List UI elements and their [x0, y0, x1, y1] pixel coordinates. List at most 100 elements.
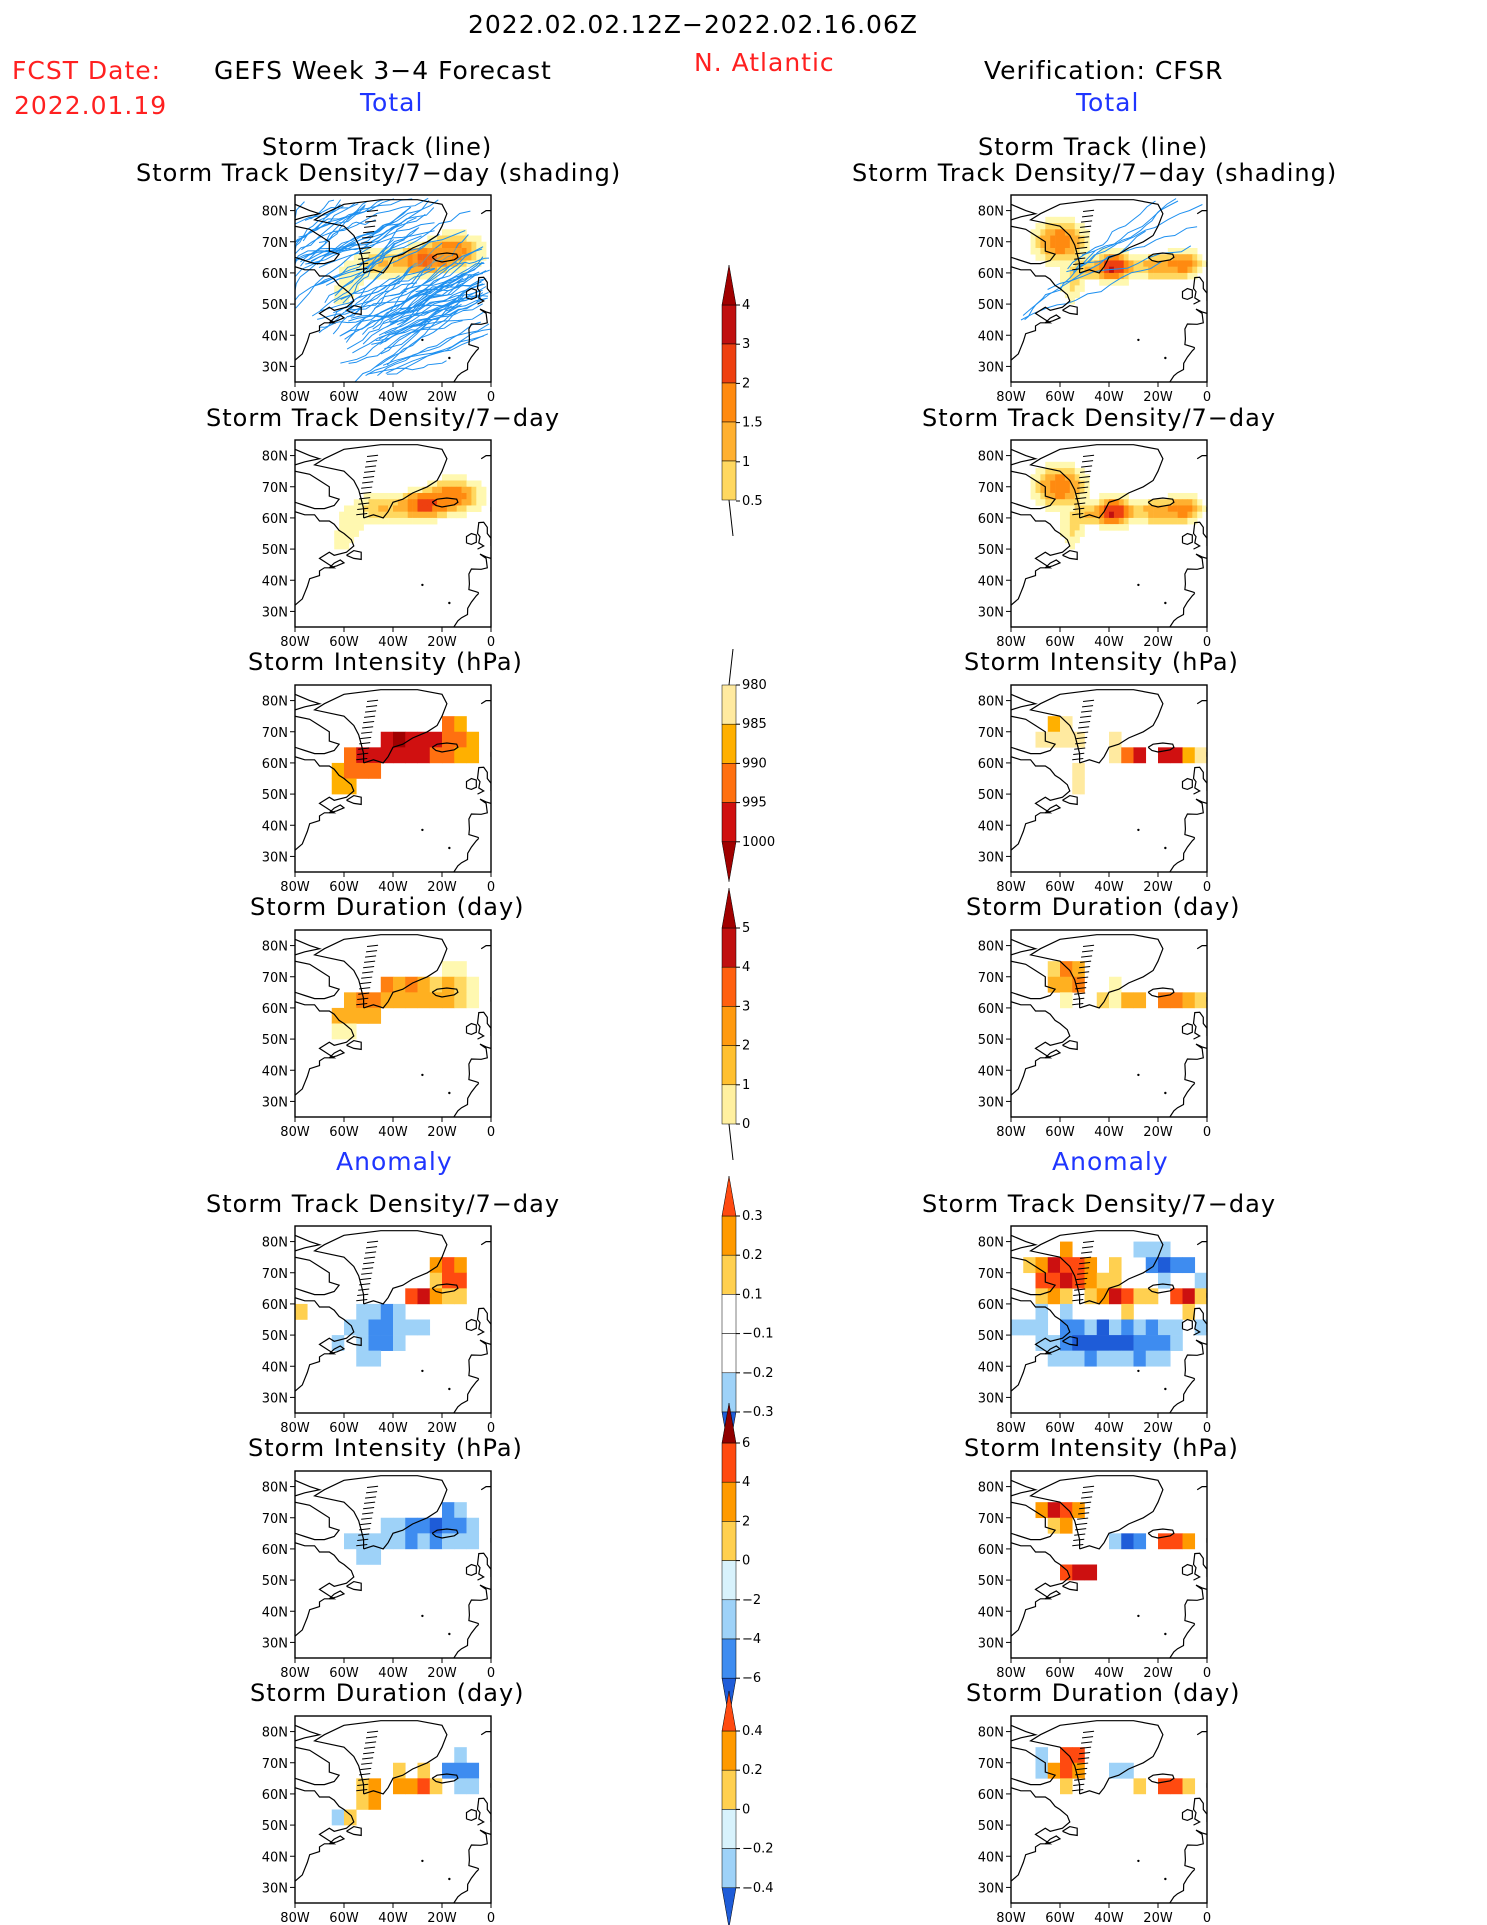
title-density-anom-right: Storm Track Density/7−day	[922, 1190, 1277, 1218]
lon-tick-label: 40W	[1094, 1421, 1124, 1436]
lon-tick-label: 80W	[280, 1666, 310, 1681]
lat-tick-label: 70N	[978, 1757, 1004, 1772]
lat-tick-label: 30N	[262, 1391, 288, 1406]
colorbar-tick-label: 985	[742, 717, 767, 732]
lon-tick-label: 60W	[1045, 880, 1075, 895]
anomaly-label-left: Anomaly	[336, 1147, 453, 1176]
lat-tick-label: 40N	[978, 1064, 1004, 1079]
colorbar-tick-label: 2	[742, 1514, 750, 1529]
map-density-verification: 80N 70N 60N 50N 40N 30N 80W 60W 40W 20W 0	[978, 439, 1211, 650]
lon-tick-label: 80W	[280, 1125, 310, 1140]
lon-tick-label: 60W	[329, 1421, 359, 1436]
lon-tick-label: 0	[1203, 880, 1211, 895]
lon-tick-label: 60W	[1045, 1911, 1075, 1925]
lat-tick-label: 60N	[262, 1002, 288, 1017]
colorbar-tick-label: 0	[742, 1802, 750, 1817]
lon-tick-label: 40W	[378, 880, 408, 895]
title-track-right-1: Storm Track (line)	[978, 133, 1209, 161]
colorbar-tick-label: 1000	[742, 835, 775, 850]
lat-tick-label: 60N	[262, 1788, 288, 1803]
lon-tick-label: 20W	[1143, 1666, 1173, 1681]
lat-tick-label: 30N	[262, 1095, 288, 1110]
lon-tick-label: 0	[487, 880, 495, 895]
lon-tick-label: 80W	[996, 1666, 1026, 1681]
lon-tick-label: 60W	[329, 1911, 359, 1925]
lat-tick-label: 50N	[262, 1329, 288, 1344]
lon-tick-label: 0	[487, 1125, 495, 1140]
map-density-anomaly-forecast: 80N 70N 60N 50N 40N 30N 80W 60W 40W 20W 0	[262, 1225, 495, 1436]
lon-tick-label: 20W	[1143, 880, 1173, 895]
lat-tick-label: 30N	[978, 850, 1004, 865]
lat-tick-label: 30N	[978, 360, 1004, 375]
lon-tick-label: 80W	[996, 635, 1026, 650]
colorbar-tick-label: 1.5	[742, 416, 763, 431]
colorbar-tick-label: −2	[742, 1593, 761, 1608]
title-duration-anom-left: Storm Duration (day)	[250, 1679, 525, 1707]
colorbar-tick-label: −0.4	[742, 1881, 774, 1896]
lat-tick-label: 50N	[978, 1329, 1004, 1344]
lon-tick-label: 40W	[378, 1666, 408, 1681]
map-duration-verification: 80N 70N 60N 50N 40N 30N 80W 60W 40W 20W 0	[978, 929, 1211, 1140]
lon-tick-label: 20W	[1143, 1421, 1173, 1436]
lon-tick-label: 20W	[1143, 1911, 1173, 1925]
lat-tick-label: 60N	[978, 1298, 1004, 1313]
lat-tick-label: 40N	[262, 1605, 288, 1620]
lat-tick-label: 70N	[978, 971, 1004, 986]
lat-tick-label: 30N	[978, 1636, 1004, 1651]
colorbar-tick-label: 4	[742, 1475, 750, 1490]
map-duration-anomaly-forecast: 80N 70N 60N 50N 40N 30N 80W 60W 40W 20W 0	[262, 1715, 495, 1925]
lon-tick-label: 40W	[1094, 880, 1124, 895]
lon-tick-label: 20W	[427, 1666, 457, 1681]
title-intensity-right: Storm Intensity (hPa)	[964, 648, 1239, 676]
lon-tick-label: 0	[1203, 1911, 1211, 1925]
colorbar-tick-label: 6	[742, 1436, 750, 1451]
colorbar-tick-label: −0.2	[742, 1366, 774, 1381]
colorbar-tick-label: 2	[742, 1039, 750, 1054]
colorbar-tick-label: 3	[742, 337, 750, 352]
title-density-left: Storm Track Density/7−day	[206, 404, 561, 432]
lat-tick-label: 60N	[262, 1543, 288, 1558]
lat-tick-label: 50N	[262, 1819, 288, 1834]
lon-tick-label: 40W	[1094, 1666, 1124, 1681]
colorbar-tick-label: 0.2	[742, 1248, 763, 1263]
lat-tick-label: 70N	[262, 726, 288, 741]
colorbar-tick-label: 0.1	[742, 1287, 763, 1302]
region-title: N. Atlantic	[694, 48, 835, 77]
lon-tick-label: 20W	[427, 1911, 457, 1925]
lat-tick-label: 60N	[262, 267, 288, 282]
colorbar-tick-label: 990	[742, 756, 767, 771]
lat-tick-label: 70N	[978, 481, 1004, 496]
colorbar-tick-label: 0.3	[742, 1209, 763, 1224]
lon-tick-label: 60W	[1045, 390, 1075, 405]
title-intensity-anom-right: Storm Intensity (hPa)	[964, 1434, 1239, 1462]
lon-tick-label: 20W	[1143, 390, 1173, 405]
lat-tick-label: 60N	[978, 512, 1004, 527]
colorbar-tick-label: 995	[742, 796, 767, 811]
lat-tick-label: 30N	[262, 1636, 288, 1651]
lat-tick-label: 30N	[262, 1881, 288, 1896]
lat-tick-label: 60N	[262, 512, 288, 527]
map-intensity-anomaly-forecast: 80N 70N 60N 50N 40N 30N 80W 60W 40W 20W 0	[262, 1470, 495, 1681]
lat-tick-label: 60N	[978, 1002, 1004, 1017]
lon-tick-label: 40W	[1094, 390, 1124, 405]
lon-tick-label: 40W	[1094, 1125, 1124, 1140]
map-intensity-verification: 80N 70N 60N 50N 40N 30N 80W 60W 40W 20W 0	[978, 684, 1211, 895]
lat-tick-label: 80N	[262, 940, 288, 955]
title-intensity-anom-left: Storm Intensity (hPa)	[248, 1434, 523, 1462]
colorbar-tick-label: 3	[742, 999, 750, 1014]
title-track-left-2: Storm Track Density/7−day (shading)	[136, 159, 622, 187]
map-density-forecast: 80N 70N 60N 50N 40N 30N 80W 60W 40W 20W 0	[262, 439, 495, 650]
lat-tick-label: 30N	[262, 850, 288, 865]
lon-tick-label: 40W	[1094, 635, 1124, 650]
colorbar-tick-label: 1	[742, 455, 750, 470]
lon-tick-label: 40W	[1094, 1911, 1124, 1925]
lat-tick-label: 70N	[978, 726, 1004, 741]
lat-tick-label: 80N	[262, 1236, 288, 1251]
lat-tick-label: 50N	[978, 1819, 1004, 1834]
lon-tick-label: 80W	[996, 390, 1026, 405]
colorbar-tick-label: 980	[742, 678, 767, 693]
date-range-title: 2022.02.02.12Z−2022.02.16.06Z	[468, 10, 918, 39]
lat-tick-label: 60N	[978, 1543, 1004, 1558]
lat-tick-label: 50N	[262, 543, 288, 558]
